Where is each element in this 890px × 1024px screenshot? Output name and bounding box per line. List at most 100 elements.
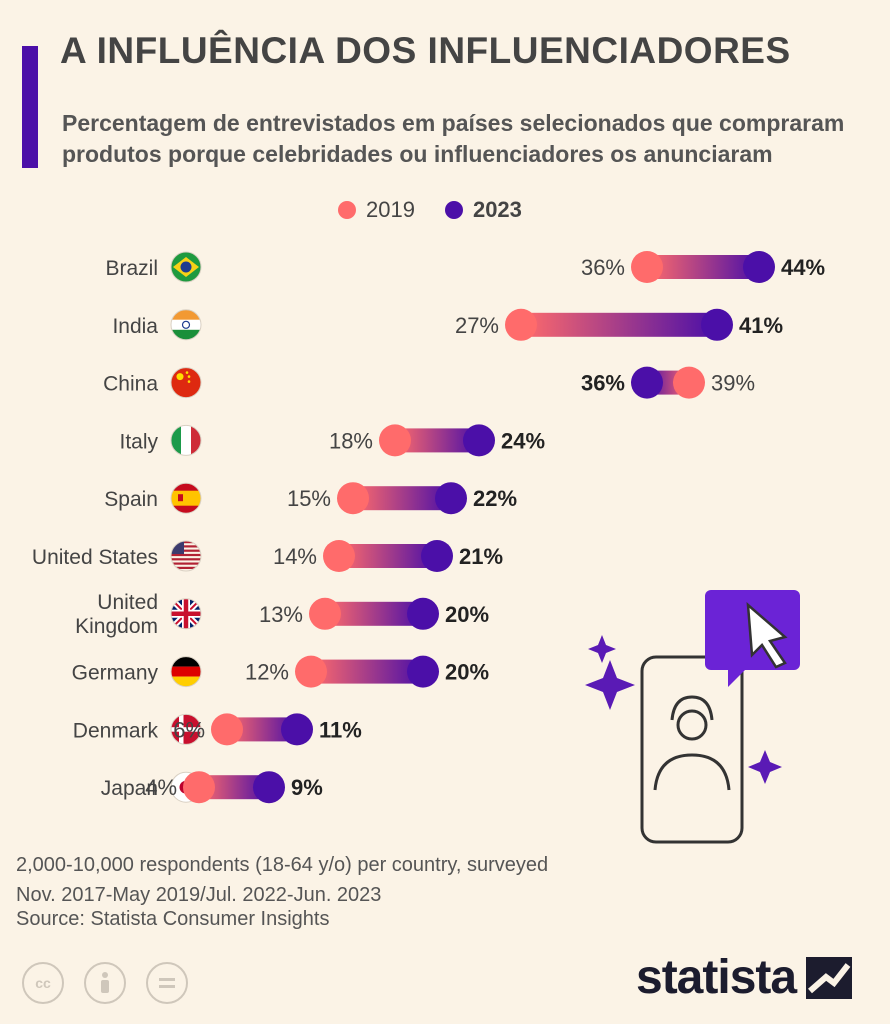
country-label: Denmark	[73, 719, 159, 742]
chart-row: Italy 18% 24%	[119, 424, 545, 457]
chart-row: Spain 15% 22%	[104, 482, 517, 515]
country-label: United States	[32, 546, 158, 569]
value-label-2023: 44%	[781, 255, 825, 280]
connector-bar	[311, 659, 423, 684]
marker-2023	[421, 540, 453, 572]
phone-icon	[640, 655, 744, 844]
country-label: Germany	[72, 662, 159, 685]
value-label-2023: 11%	[319, 717, 362, 742]
value-label-2019: 15%	[287, 486, 331, 511]
value-label-2019: 14%	[273, 544, 317, 569]
marker-2023	[435, 482, 467, 515]
chart-row: India 27% 41%	[112, 308, 783, 341]
connector-bar	[353, 486, 451, 511]
chart-row: United Kingdom 13% 20%	[75, 591, 489, 638]
statista-brand: statista	[636, 950, 853, 1005]
chart-title: A INFLUÊNCIA DOS INFLUENCIADORES	[60, 30, 791, 71]
country-label: India	[112, 315, 158, 338]
no-derivatives-icon	[146, 962, 188, 1004]
legend-item-2023: 2023	[444, 197, 522, 223]
marker-2019	[379, 424, 411, 457]
chart-row: Germany 12% 20%	[72, 655, 489, 688]
value-label-2023: 9%	[291, 775, 323, 800]
value-label-2023: 41%	[739, 313, 783, 338]
country-label: Italy	[119, 430, 158, 453]
dumbbell-chart: Brazil 36% 44% India 27% 41% China 36% 39% Italy 1…	[32, 251, 825, 804]
connector-bar	[521, 312, 717, 337]
chart-row: United States 14% 21%	[32, 540, 503, 572]
flag-spain-icon	[171, 483, 201, 514]
value-label-2019: 13%	[259, 602, 303, 627]
legend-label-2019: 2019	[366, 197, 415, 222]
flag-china-icon	[171, 367, 201, 398]
sparkle-icon	[588, 635, 616, 663]
chart-subtitle: Percentagem de entrevistados em países s…	[62, 110, 845, 167]
legend-item-2019: 2019	[338, 197, 415, 223]
value-label-2019: 18%	[329, 428, 373, 453]
marker-2019	[211, 713, 243, 746]
statista-logo-icon	[806, 956, 853, 999]
country-label: Brazil	[105, 257, 158, 280]
connector-bar	[325, 601, 423, 626]
attribution-icon	[84, 962, 126, 1004]
sparkle-icon	[748, 750, 782, 784]
cursor-icon	[746, 602, 788, 669]
value-label-2023: 20%	[445, 602, 489, 627]
chart-row: China 36% 39%	[103, 366, 755, 399]
chart-row: Brazil 36% 44%	[105, 251, 825, 283]
marker-2019	[323, 540, 355, 572]
marker-2023	[407, 597, 439, 630]
cc-icon: cc	[22, 962, 64, 1004]
country-label: China	[103, 373, 158, 396]
phone-illustration	[580, 585, 820, 855]
value-label-2019: 4%	[145, 775, 177, 800]
marker-2023	[407, 655, 439, 688]
connector-bar	[647, 255, 759, 279]
legend-dot-2023	[444, 201, 463, 219]
connector-bar	[339, 544, 437, 568]
flag-india-icon	[171, 309, 201, 340]
legend: 2019 2023	[338, 197, 552, 223]
country-label: Japan	[101, 777, 158, 800]
value-label-2023: 21%	[459, 544, 503, 569]
value-label-2023: 24%	[501, 428, 545, 453]
marker-2019	[631, 251, 663, 283]
legend-dot-2019	[338, 201, 356, 219]
value-label-2019: 39%	[711, 371, 755, 396]
marker-2019	[673, 366, 705, 399]
accent-bar	[22, 46, 38, 168]
flag-denmark-icon	[171, 714, 201, 745]
marker-2023	[701, 308, 733, 341]
flag-usa-icon	[171, 541, 201, 569]
license-icons: cc	[22, 962, 208, 1004]
value-label-2023: 20%	[445, 660, 489, 685]
country-label: Spain	[104, 488, 158, 511]
marker-2019	[337, 482, 369, 515]
source-note: Source: Statista Consumer Insights	[16, 908, 330, 930]
flag-germany-icon	[171, 656, 201, 687]
value-label-2023: 36%	[581, 371, 625, 396]
flag-uk-icon	[171, 598, 201, 629]
legend-label-2023: 2023	[472, 197, 522, 222]
value-label-2019: 27%	[455, 313, 499, 338]
marker-2019	[309, 597, 341, 630]
value-label-2019: 36%	[581, 255, 625, 280]
marker-2023	[463, 424, 495, 457]
value-label-2019: 12%	[245, 660, 289, 685]
footnote: 2,000-10,000 respondents (18-64 y/o) per…	[16, 854, 549, 906]
chart-row: Denmark 6% 11%	[73, 713, 362, 746]
marker-2019	[295, 655, 327, 688]
value-label-2023: 22%	[473, 486, 517, 511]
marker-2019	[505, 308, 537, 341]
flag-italy-icon	[171, 425, 201, 456]
marker-2019	[183, 771, 215, 804]
marker-2023	[631, 366, 663, 399]
marker-2023	[743, 251, 775, 283]
marker-2023	[281, 713, 313, 746]
value-label-2019: 6%	[173, 717, 205, 742]
marker-2023	[253, 771, 285, 804]
flag-brazil-icon	[171, 252, 201, 282]
sparkle-icon	[585, 660, 635, 710]
country-label: United Kingdom	[75, 591, 158, 638]
